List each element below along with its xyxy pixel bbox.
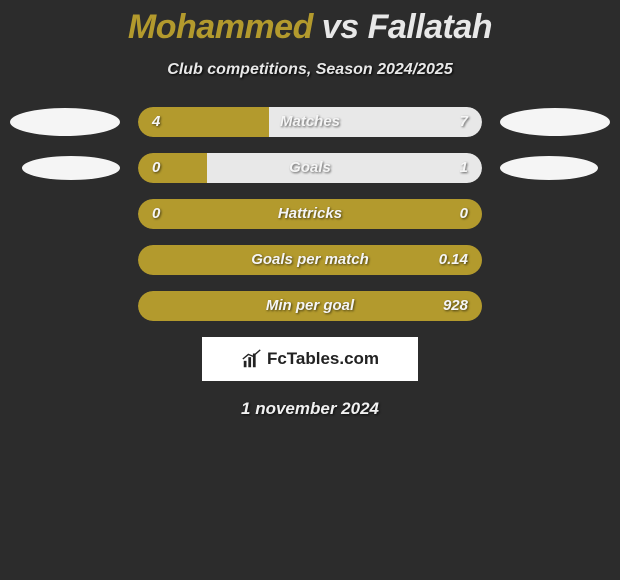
player2-ellipse [500, 108, 610, 136]
metric-row: 928Min per goal [0, 291, 620, 321]
logo-text: FcTables.com [267, 349, 379, 369]
logo-box: FcTables.com [202, 337, 418, 381]
fctables-logo: FcTables.com [241, 348, 379, 370]
player1-ellipse [10, 108, 120, 136]
vs-label: vs [322, 8, 359, 46]
subtitle: Club competitions, Season 2024/2025 [0, 61, 620, 79]
player2-name: Fallatah [368, 8, 492, 46]
chart-icon [241, 348, 263, 370]
player1-name: Mohammed [128, 8, 313, 46]
date-label: 1 november 2024 [0, 399, 620, 419]
metric-label: Min per goal [138, 291, 482, 321]
metric-row: 00Hattricks [0, 199, 620, 229]
comparison-title: Mohammed vs Fallatah [0, 0, 620, 47]
player1-ellipse [22, 156, 120, 180]
metric-row: 0.14Goals per match [0, 245, 620, 275]
metric-label: Matches [138, 107, 482, 137]
player2-ellipse [500, 156, 598, 180]
metric-bar: 01Goals [138, 153, 482, 183]
metric-label: Hattricks [138, 199, 482, 229]
metric-row: 47Matches [0, 107, 620, 137]
metric-bar: 0.14Goals per match [138, 245, 482, 275]
metric-bar: 47Matches [138, 107, 482, 137]
metric-bar: 00Hattricks [138, 199, 482, 229]
metric-label: Goals per match [138, 245, 482, 275]
metric-bar: 928Min per goal [138, 291, 482, 321]
metrics-container: 47Matches 01Goals 00Hattricks 0.14Goals per… [0, 107, 620, 321]
metric-label: Goals [138, 153, 482, 183]
metric-row: 01Goals [0, 153, 620, 183]
